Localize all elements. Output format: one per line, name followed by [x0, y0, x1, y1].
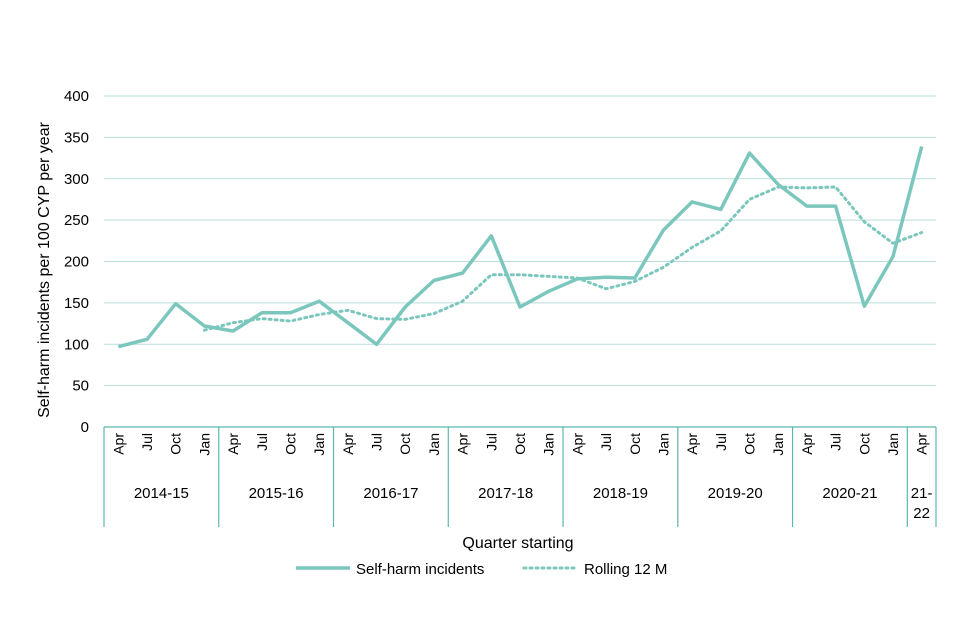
y-tick-label: 400 [64, 88, 89, 105]
x-tick-label-quarter: Oct [627, 433, 643, 455]
x-tick-label-quarter: Jan [311, 433, 327, 456]
x-axis-category-table: Apr Jul Oct Jan Apr Jul Oct Jan Apr Jul Oct Jan Apr J… [103, 426, 937, 527]
y-tick-label: 150 [64, 295, 89, 312]
y-axis-ticks: 0 50 100 150 200 250 300 350 400 [64, 88, 89, 436]
x-tick-label-quarter: Oct [168, 433, 184, 455]
x-tick-label-quarter: Jan [770, 433, 786, 456]
y-tick-label: 350 [64, 129, 89, 146]
x-tick-label-quarter: Apr [225, 433, 241, 455]
series-line-self-harm-incidents [117, 146, 924, 349]
x-tick-label-quarter: Jul [369, 433, 385, 451]
x-tick-label-quarter: Oct [397, 433, 413, 455]
x-tick-label-quarter: Jul [254, 433, 270, 451]
y-tick-label: 250 [64, 212, 89, 229]
x-tick-label-quarter: Apr [110, 433, 126, 455]
gridlines [104, 95, 936, 387]
y-tick-label: 300 [64, 171, 89, 188]
x-tick-label-quarter: Oct [742, 433, 758, 455]
y-axis-title: Self-harm incidents per 100 CYP per year [36, 121, 53, 418]
x-tick-label-year: 2018-19 [593, 485, 648, 502]
x-tick-label-quarter: Jul [713, 433, 729, 451]
x-tick-label-quarter: Apr [455, 433, 471, 455]
y-tick-label: 50 [72, 378, 89, 395]
x-tick-label-quarter: Apr [799, 433, 815, 455]
legend: Self-harm incidents Rolling 12 M [296, 561, 667, 578]
x-tick-label-quarter: Jul [483, 433, 499, 451]
x-tick-label-quarter: Jul [598, 433, 614, 451]
y-tick-label: 100 [64, 336, 89, 353]
x-tick-label-quarter: Jan [541, 433, 557, 456]
x-tick-label-year: 2015-16 [249, 485, 304, 502]
x-tick-label-quarter: Oct [512, 433, 528, 455]
x-tick-label-quarter: Jul [139, 433, 155, 451]
y-tick-label: 200 [64, 254, 89, 271]
x-tick-label-quarter: Oct [282, 433, 298, 455]
y-tick-label: 0 [81, 419, 89, 436]
x-axis-title: Quarter starting [462, 535, 573, 552]
x-tick-label-quarter: Oct [856, 433, 872, 455]
x-tick-label-year: 2017-18 [478, 485, 533, 502]
x-tick-label-quarter: Jul [828, 433, 844, 451]
series-line-rolling-12m [202, 185, 924, 332]
x-tick-label-year: 2020-21 [822, 485, 877, 502]
x-tick-label-quarter: Jan [885, 433, 901, 456]
legend-label-self-harm: Self-harm incidents [356, 561, 484, 578]
x-tick-label-year: 2016-17 [363, 485, 418, 502]
data-series [117, 146, 924, 349]
x-tick-label-year: 2014-15 [134, 485, 189, 502]
x-tick-label-quarter: Apr [569, 433, 585, 455]
x-tick-label-quarter: Apr [684, 433, 700, 455]
x-tick-label-year: 2019-20 [708, 485, 763, 502]
data-point-rolling-12m [491, 274, 492, 275]
x-tick-label-quarter: Apr [340, 433, 356, 455]
x-tick-label-quarter: Jan [196, 433, 212, 456]
x-tick-label-quarter: Jan [426, 433, 442, 456]
legend-label-rolling: Rolling 12 M [584, 561, 667, 578]
x-tick-label-quarter: Apr [914, 433, 930, 455]
x-tick-label-year: 21-22 [911, 485, 933, 522]
x-tick-label-quarter: Jan [655, 433, 671, 456]
